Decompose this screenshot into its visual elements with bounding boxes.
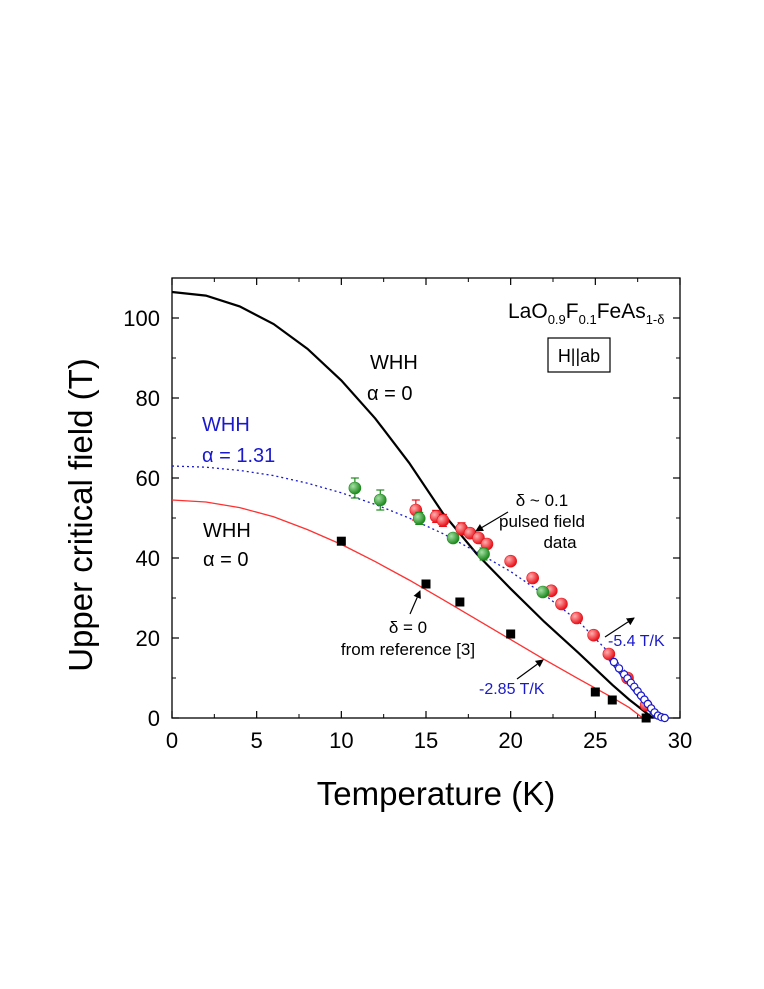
data-point-0-from-reference-3: [641, 713, 651, 723]
curve-whh-0-pulsed-field: [171, 290, 654, 719]
label-pulsed-line1: δ ~ 0.1: [516, 491, 568, 510]
x-tick-label: 30: [668, 728, 692, 753]
data-point-red-data: [570, 611, 584, 625]
sample-title-base: LaO: [508, 300, 548, 323]
data-point-green-data: [536, 585, 550, 599]
label-whh-blue-line2: α = 1.31: [202, 445, 275, 467]
x-tick-label: 0: [166, 728, 178, 753]
y-axis-title: Upper critical field (T): [62, 358, 99, 672]
label-whh-black-line2: α = 0: [367, 383, 412, 405]
data-point-blue-open-circles: [614, 664, 624, 673]
data-point-red-data: [504, 554, 517, 568]
label-slope-red: -2.85 T/K: [479, 681, 545, 698]
label-whh-black-line1: WHH: [370, 352, 418, 374]
x-axis-title: Temperature (K): [317, 775, 555, 812]
data-point-0-from-reference-3: [421, 579, 431, 589]
boxed-label-frame: [547, 337, 611, 373]
sample-title-sub2: 0.1: [579, 312, 597, 327]
x-tick-label: 10: [329, 728, 353, 753]
sample-title-mid1: F: [566, 300, 579, 323]
x-tick-label: 20: [498, 728, 522, 753]
data-point-red-data: [602, 647, 616, 661]
label-pulsed-line2: pulsed field: [499, 512, 585, 531]
sample-title: LaO0.9F0.1FeAs1-δ: [508, 300, 665, 327]
y-tick-label: 60: [136, 466, 160, 491]
data-point-0-from-reference-3: [506, 629, 516, 639]
data-point-blue-open-circles: [609, 657, 619, 667]
data-point-0-from-reference-3: [607, 695, 617, 705]
data-point-green-data: [373, 493, 387, 507]
axes: 0 5 10 15 20 25 30 0 20 40 60 80 100: [123, 277, 692, 753]
data-point-green-data: [477, 547, 490, 561]
label-pulsed-line3: data: [543, 533, 577, 552]
data-point-0-from-reference-3: [455, 597, 465, 607]
sample-title-sub1: 0.9: [548, 312, 566, 327]
boxed-label: H||ab: [558, 346, 600, 366]
arrow-reference: [409, 590, 421, 615]
y-tick-label: 100: [123, 306, 160, 331]
y-tick-label: 20: [136, 626, 160, 651]
data-point-red-data: [587, 628, 600, 642]
data-point-green-data: [446, 531, 460, 545]
arrow-slope-red: [516, 659, 544, 680]
x-tick-label: 15: [414, 728, 438, 753]
data-point-red-data: [526, 571, 539, 585]
y-tick-label: 80: [136, 386, 160, 411]
data-point-0-from-reference-3: [590, 687, 600, 697]
data-point-red-data: [436, 514, 450, 527]
label-whh-red-line1: WHH: [203, 520, 251, 542]
data-point-blue-open-circles: [660, 713, 669, 723]
arrow-pulsed: [475, 511, 509, 532]
x-tick-label: 25: [583, 728, 607, 753]
label-ref-line2: from reference [3]: [341, 640, 475, 659]
label-ref-line1: δ = 0: [389, 618, 427, 637]
plot-area: [171, 290, 669, 723]
data-point-red-data: [555, 597, 568, 611]
y-tick-label: 0: [148, 706, 160, 731]
y-tick-label: 40: [136, 546, 160, 571]
data-point-0-from-reference-3: [336, 536, 346, 546]
sample-title-mid2: FeAs: [597, 300, 646, 323]
label-whh-red-line2: α = 0: [203, 549, 248, 571]
arrow-slope-blue: [604, 617, 635, 638]
x-tick-label: 5: [251, 728, 263, 753]
data-point-green-data: [412, 512, 426, 525]
label-slope-blue: -5.4 T/K: [608, 633, 665, 650]
sample-title-sub3: 1-δ: [646, 312, 665, 327]
label-whh-blue-line1: WHH: [202, 414, 250, 436]
data-point-green-data: [348, 481, 362, 495]
